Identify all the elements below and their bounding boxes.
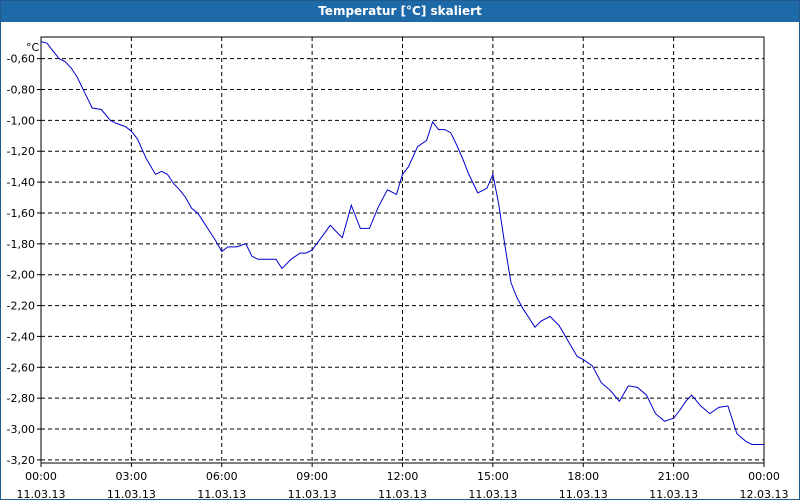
y-tick-label: -0,80 (7, 83, 35, 96)
x-tick-date-label: 11.03.13 (649, 488, 698, 499)
x-tick-time-label: 15:00 (477, 470, 509, 483)
y-tick-label: -2,40 (7, 330, 35, 343)
x-tick-date-label: 11.03.13 (288, 488, 337, 499)
x-tick-time-label: 09:00 (296, 470, 328, 483)
x-tick-time-label: 18:00 (567, 470, 599, 483)
y-axis: °C-0,60 -0,80 -1,00 -1,20 -1,40 -1,60 -1,80 -2,… (7, 41, 41, 467)
y-tick-label: -1,00 (7, 114, 35, 127)
x-tick-date-label: 12.03.13 (740, 488, 789, 499)
x-tick-time-label: 00:00 (748, 470, 780, 483)
x-tick-date-label: 11.03.13 (468, 488, 517, 499)
y-tick-label: -1,80 (7, 238, 35, 251)
x-tick-date-label: 11.03.13 (559, 488, 608, 499)
x-tick-date-label: 11.03.13 (378, 488, 427, 499)
y-tick-label: -2,80 (7, 392, 35, 405)
y-tick-label: -1,40 (7, 176, 35, 189)
chart-title: Temperatur [°C] skaliert (1, 1, 799, 22)
y-tick-label: -3,00 (7, 423, 35, 436)
grid-lines (41, 37, 764, 463)
y-tick-label: -0,60 (7, 53, 35, 66)
x-tick-time-label: 06:00 (206, 470, 238, 483)
x-tick-time-label: 21:00 (658, 470, 690, 483)
chart-plot: °C-0,60 -0,80 -1,00 -1,20 -1,40 -1,60 -1,80 -2,… (7, 36, 789, 499)
series-line (40, 41, 764, 445)
x-tick-date-label: 11.03.13 (107, 488, 156, 499)
y-tick-label: -3,20 (7, 454, 35, 467)
x-axis: 00:00 11.03.13 03:00 11.03.13 06:00 11.03.13 0… (17, 463, 789, 499)
x-tick-time-label: 03:00 (116, 470, 148, 483)
y-tick-label: -2,60 (7, 361, 35, 374)
y-tick-label: -1,20 (7, 145, 35, 158)
y-tick-label: -1,60 (7, 207, 35, 220)
y-tick-label: -2,00 (7, 269, 35, 282)
y-tick-label: -2,20 (7, 300, 35, 313)
y-unit-label: °C (26, 41, 40, 54)
x-tick-time-label: 12:00 (387, 470, 419, 483)
x-tick-date-label: 11.03.13 (197, 488, 246, 499)
x-tick-date-label: 11.03.13 (17, 488, 66, 499)
x-tick-time-label: 00:00 (25, 470, 57, 483)
